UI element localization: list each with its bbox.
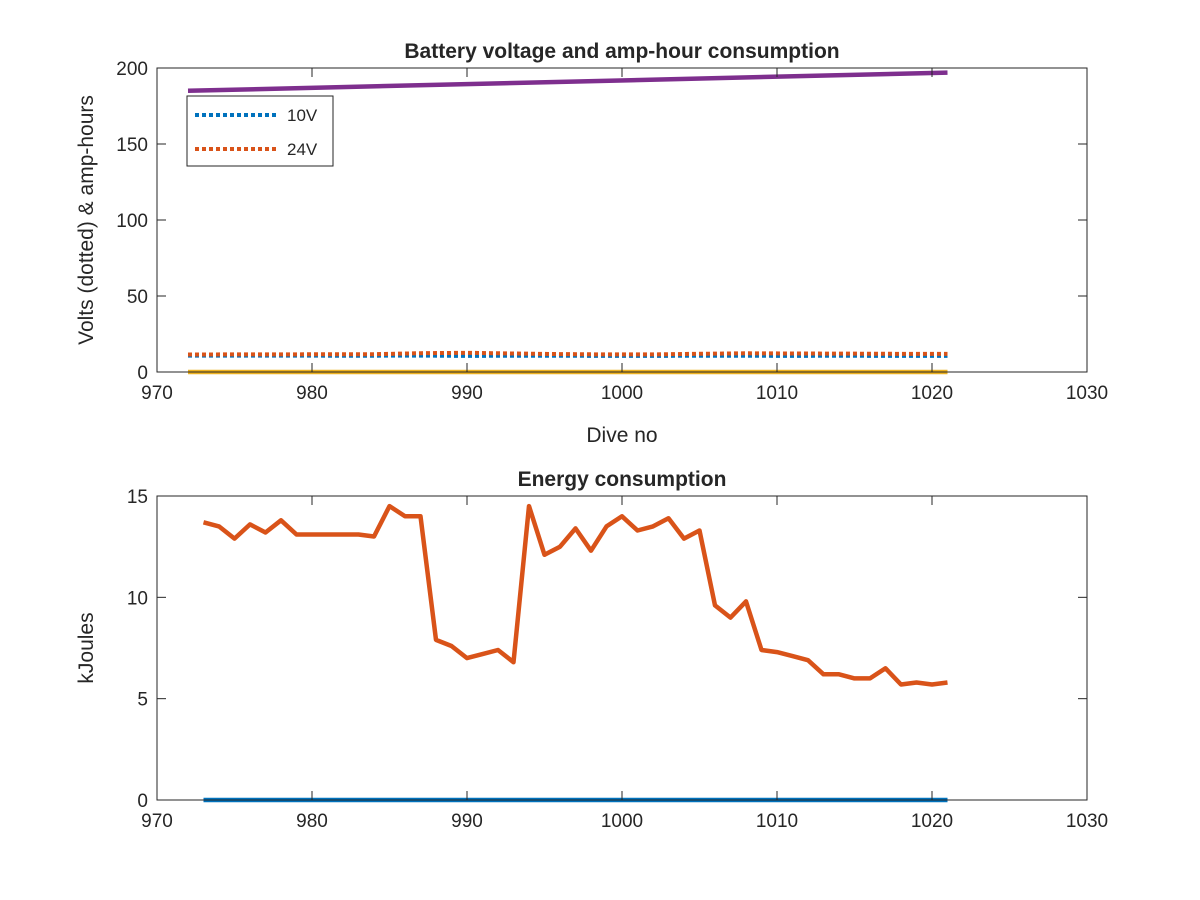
legend-label-10v: 10V xyxy=(287,106,318,125)
energy-chart-title: Energy consumption xyxy=(518,468,727,491)
voltage-y-tick-label: 50 xyxy=(127,287,148,308)
voltage-x-tick-label: 1010 xyxy=(756,383,798,404)
voltage-x-axis-label: Dive no xyxy=(586,424,657,447)
energy-series-0-line xyxy=(202,503,948,687)
energy-ticks-layer: 970 980 990 1000 1010 1020 1030 0 5 10 15 xyxy=(127,487,1108,832)
voltage-x-tick-label: 990 xyxy=(451,383,483,404)
voltage-series-1-line xyxy=(187,350,948,357)
voltage-x-tick-label: 1030 xyxy=(1066,383,1108,404)
energy-axes: 970 980 990 1000 1010 1020 1030 0 5 10 15 Energy c… xyxy=(75,468,1108,832)
energy-x-tick-label: 1030 xyxy=(1066,811,1108,832)
voltage-legend: 10V 24V xyxy=(186,95,334,167)
legend-box xyxy=(186,95,334,167)
voltage-ticks-layer: 970 980 990 1000 1010 1020 1030 0 50 100 150 200 xyxy=(116,59,1108,404)
voltage-series-2-line xyxy=(187,70,948,94)
voltage-x-tick-label: 1020 xyxy=(911,383,953,404)
energy-x-tick-label: 1020 xyxy=(911,811,953,832)
energy-y-axis-label: kJoules xyxy=(75,612,98,683)
voltage-y-axis-label: Volts (dotted) & amp-hours xyxy=(75,95,98,345)
voltage-axes: 970 980 990 1000 1010 1020 1030 0 50 100 150 200 Ba… xyxy=(75,40,1108,447)
energy-x-tick-label: 980 xyxy=(296,811,328,832)
energy-x-tick-label: 1010 xyxy=(756,811,798,832)
voltage-y-tick-label: 200 xyxy=(116,59,148,80)
energy-y-tick-label: 0 xyxy=(137,791,148,812)
energy-y-tick-label: 15 xyxy=(127,487,148,508)
energy-x-tick-label: 970 xyxy=(141,811,173,832)
legend-label-24v: 24V xyxy=(287,140,318,159)
voltage-x-tick-label: 1000 xyxy=(601,383,643,404)
voltage-x-tick-label: 970 xyxy=(141,383,173,404)
voltage-y-tick-label: 150 xyxy=(116,135,148,156)
voltage-y-tick-label: 0 xyxy=(137,363,148,384)
energy-y-tick-label: 5 xyxy=(137,690,148,711)
energy-x-tick-label: 990 xyxy=(451,811,483,832)
voltage-y-tick-label: 100 xyxy=(116,211,148,232)
voltage-chart-title: Battery voltage and amp-hour consumption xyxy=(404,40,839,63)
energy-y-tick-label: 10 xyxy=(127,588,148,609)
voltage-x-tick-label: 980 xyxy=(296,383,328,404)
energy-x-tick-label: 1000 xyxy=(601,811,643,832)
